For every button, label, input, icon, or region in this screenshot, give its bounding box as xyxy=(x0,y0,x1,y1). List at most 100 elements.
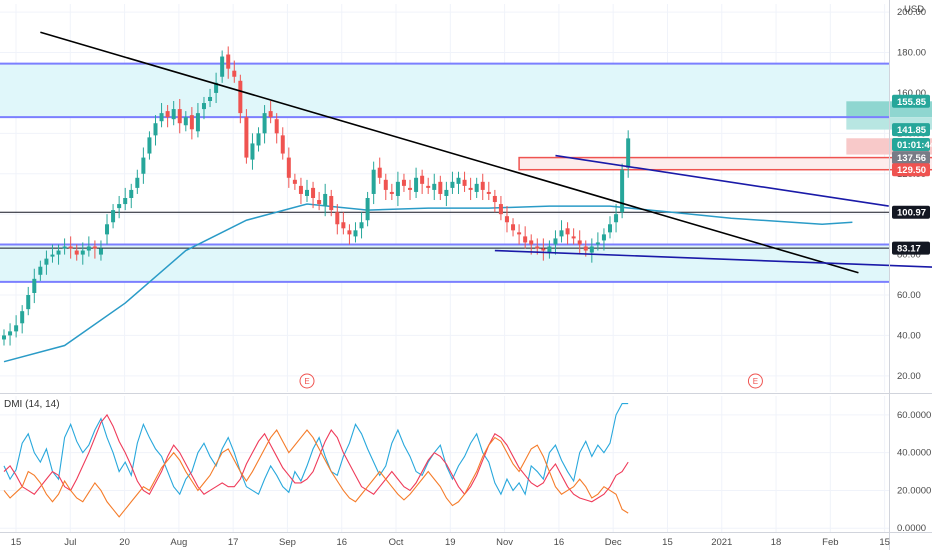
candle-body xyxy=(86,246,91,251)
time-tick-label: Feb xyxy=(822,537,838,548)
dmi-indicator-title: DMI (14, 14) xyxy=(4,399,60,410)
candle-body xyxy=(608,224,612,233)
price-tag-label: 141.85 xyxy=(897,125,927,136)
price-tag-label: 83.17 xyxy=(897,244,921,255)
price-tick-label: 80.00 xyxy=(897,250,921,261)
candle-body xyxy=(38,266,43,275)
candle-body xyxy=(274,119,279,134)
time-tick-label: 17 xyxy=(228,537,239,548)
candle-body xyxy=(359,222,364,229)
price-tag-bg xyxy=(892,151,930,165)
candle-body xyxy=(14,325,19,332)
candle-body xyxy=(129,189,134,198)
time-tick-label: 18 xyxy=(771,537,782,548)
candle-body xyxy=(438,181,443,194)
candle-body xyxy=(323,193,328,207)
candle-body xyxy=(220,56,225,77)
candle-body xyxy=(26,295,31,310)
price-tick-label: 180.00 xyxy=(897,48,926,59)
price-tag-bg xyxy=(892,205,930,219)
candle-body xyxy=(365,198,370,221)
time-tick-label: 2021 xyxy=(711,537,732,548)
time-tick-label: Sep xyxy=(279,537,296,548)
candle-body xyxy=(147,137,152,154)
price-tick-label: 160.00 xyxy=(897,88,926,99)
candle-body xyxy=(577,240,582,245)
candle-body xyxy=(74,250,79,255)
candle-body xyxy=(389,191,394,194)
candle-body xyxy=(414,177,419,192)
candle-body xyxy=(565,228,570,235)
candle-body xyxy=(262,113,267,134)
time-tick-label: 16 xyxy=(554,537,565,548)
time-tick-label: 15 xyxy=(879,537,890,548)
candle-body xyxy=(383,179,388,190)
candle-body xyxy=(117,204,122,209)
candle-body xyxy=(153,123,158,136)
candle-body xyxy=(408,187,413,190)
candle-body xyxy=(111,210,116,223)
price-tag-label: 01:01:44 xyxy=(897,140,932,151)
time-tick-label: 15 xyxy=(662,537,673,548)
candle-body xyxy=(456,177,461,184)
time-tick-label: Jul xyxy=(64,537,76,548)
price-tag-bg xyxy=(892,123,930,137)
dmi-series-line xyxy=(3,413,629,503)
currency-label: USD xyxy=(904,4,924,15)
time-tick-label: 19 xyxy=(445,537,456,548)
candle-body xyxy=(317,200,322,205)
candle-body xyxy=(492,195,497,203)
candle-body xyxy=(56,250,61,255)
price-tick-label: 40.00 xyxy=(897,330,921,341)
time-tick-label: Oct xyxy=(389,537,404,548)
candle-body xyxy=(468,187,473,190)
candle-body xyxy=(620,169,625,213)
candle-body xyxy=(20,311,25,324)
time-tick-label: Nov xyxy=(496,537,513,548)
price-tick-label: 200.00 xyxy=(897,7,926,18)
price-tick-label: 60.00 xyxy=(897,290,921,301)
dmi-pane[interactable] xyxy=(0,396,889,532)
candle-body xyxy=(341,222,346,229)
candle-body xyxy=(335,212,340,225)
candle-body xyxy=(286,157,291,178)
candle-body xyxy=(450,181,455,188)
price-tag-bg xyxy=(892,163,930,177)
candle-body xyxy=(105,224,110,235)
time-tick-label: 20 xyxy=(119,537,130,548)
time-axis[interactable]: 15 Jul 20 Aug 17 Sep 16 Oct 19 Nov 16 Dec 15 2021 18 Fe… xyxy=(0,532,932,549)
candle-body xyxy=(347,230,352,235)
candle-body xyxy=(183,117,188,126)
candle-body xyxy=(195,113,200,132)
earnings-marker-label: E xyxy=(304,377,309,386)
candle-body xyxy=(201,103,206,110)
time-tick-label: Aug xyxy=(170,537,187,548)
price-tag-label: 100.97 xyxy=(897,208,926,219)
candle-body xyxy=(50,254,55,257)
candle-body xyxy=(32,278,37,293)
price-tag-label: 155.85 xyxy=(897,97,927,108)
candle-body xyxy=(529,240,534,245)
candle-body xyxy=(250,143,255,160)
candle-body xyxy=(165,111,170,118)
price-axis[interactable]: 200.00180.00160.00140.00120.00100.0080.0… xyxy=(889,0,932,550)
candle-body xyxy=(298,185,303,194)
time-tick-label: 15 xyxy=(11,537,22,548)
candle-body xyxy=(559,230,564,237)
candle-body xyxy=(474,183,479,192)
candle-body xyxy=(159,113,164,122)
candle-body xyxy=(444,189,449,196)
trendline xyxy=(40,31,859,274)
candle-body xyxy=(305,189,309,196)
candle-body xyxy=(311,187,316,198)
candle-body xyxy=(214,82,219,93)
moving-average-line xyxy=(3,203,853,363)
candle-body xyxy=(523,236,528,243)
dmi-tick-label: 20.0000 xyxy=(897,485,931,496)
candle-body xyxy=(98,248,103,255)
candle-body xyxy=(62,246,67,249)
candle-body xyxy=(208,96,213,101)
time-tick-label: 16 xyxy=(336,537,347,548)
